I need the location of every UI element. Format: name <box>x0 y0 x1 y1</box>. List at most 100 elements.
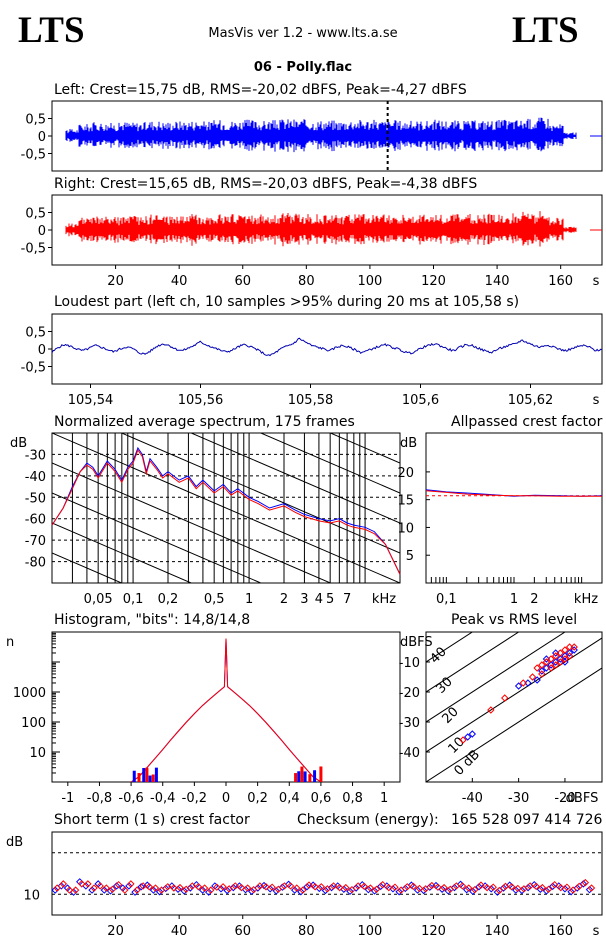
short-term-crest-point <box>198 886 207 894</box>
short-term-crest-point <box>489 883 497 891</box>
short-term-crest-xtick-label: 140 <box>485 924 510 939</box>
short-term-crest-point <box>327 883 336 892</box>
short-term-crest-point <box>520 885 528 893</box>
short-term-crest-point <box>299 886 307 894</box>
histogram-tail-bar <box>142 768 146 782</box>
peak-vs-rms-point <box>459 736 467 744</box>
short-term-crest-point <box>364 885 373 894</box>
peak-vs-rms-point <box>487 706 495 714</box>
short-term-crest-point <box>149 886 158 894</box>
histogram-yunit: n <box>6 635 14 650</box>
spectrum-series-0 <box>51 446 401 575</box>
short-term-crest-point <box>131 888 139 896</box>
short-term-crest-frame <box>51 831 603 916</box>
short-term-crest-point <box>452 882 461 890</box>
short-term-crest-xtick-label: 40 <box>171 924 188 939</box>
logo-right: LTS <box>512 10 579 51</box>
spectrum-frame <box>51 432 401 584</box>
short-term-crest-point <box>311 883 319 891</box>
short-term-crest-point <box>542 887 551 895</box>
allpassed-crest-series-1 <box>425 490 602 497</box>
short-term-crest-point <box>254 884 262 892</box>
short-term-crest-point <box>372 885 381 893</box>
short-term-crest-point <box>162 884 170 893</box>
short-term-crest-yunit: dB <box>6 835 23 850</box>
peak-vs-rms-point <box>570 646 578 654</box>
short-term-crest-point <box>121 886 129 894</box>
allpassed-crest-xtick-label: 0,1 <box>436 592 457 607</box>
short-term-crest-point <box>409 882 418 891</box>
short-term-crest-point <box>532 882 540 891</box>
loudest-part-xtick-label: 105,58 <box>288 393 334 408</box>
allpassed-crest-xunit: kHz <box>574 592 598 607</box>
short-term-crest-point <box>114 880 123 889</box>
loudest-part-ytick-label: -0,5 <box>21 361 46 376</box>
peak-vs-rms-point <box>538 661 546 669</box>
peak-vs-rms-title: Peak vs RMS level <box>451 612 578 628</box>
short-term-crest-point <box>170 884 178 892</box>
short-term-crest-point <box>378 880 387 889</box>
short-term-crest-point <box>469 887 477 896</box>
spectrum-slope-line <box>398 433 400 434</box>
peak-vs-rms-point <box>533 676 541 684</box>
peak-vs-rms-point <box>547 655 555 663</box>
loudest-part-xtick-label: 105,56 <box>178 393 224 408</box>
short-term-crest-point <box>223 886 231 895</box>
short-term-crest-point <box>471 885 479 894</box>
short-term-crest-point <box>434 883 442 891</box>
right-waveform-xunit: s <box>593 274 600 289</box>
short-term-crest-point <box>112 882 121 890</box>
allpassed-crest-title: Allpassed crest factor <box>451 414 603 430</box>
spectrum-slope-line <box>52 193 400 343</box>
short-term-crest-point <box>550 880 559 889</box>
spectrum-slopes <box>52 193 400 583</box>
short-term-crest-point <box>145 883 154 891</box>
peak-vs-rms-yunit: dBFS <box>400 635 433 650</box>
spectrum-slope-line <box>52 462 332 583</box>
short-term-crest-point <box>180 887 188 895</box>
short-term-crest-xtick-label: 20 <box>107 924 124 939</box>
spectrum-xtick-label: 3 <box>300 592 308 607</box>
short-term-crest-point <box>164 883 172 891</box>
short-term-crest-point <box>557 883 565 892</box>
short-term-crest-point <box>477 881 485 889</box>
short-term-crest-point <box>458 882 467 890</box>
spectrum-ytick-label: -60 <box>25 513 46 528</box>
peak-rms-diagonal-label: 30 <box>433 675 455 697</box>
histogram-tail-bar <box>294 773 298 782</box>
histogram-xtick-label: -0,2 <box>182 791 207 806</box>
short-term-crest-point <box>403 883 411 891</box>
short-term-crest-point <box>297 888 305 896</box>
allpassed-crest-yunit: dB <box>400 436 417 451</box>
spectrum-slope-line <box>52 492 263 583</box>
histogram-tail-bar <box>297 771 301 782</box>
right-waveform-ytick-label: 0,5 <box>25 207 46 222</box>
peak-vs-rms-xtick-label: -40 <box>462 791 483 806</box>
short-term-crest-title: Short term (1 s) crest factor <box>54 812 250 828</box>
short-term-crest-point <box>581 878 590 887</box>
short-term-crest-point <box>237 883 246 892</box>
short-term-crest-point <box>536 885 545 893</box>
short-term-crest-point <box>475 883 483 891</box>
short-term-crest-point <box>421 885 430 893</box>
short-term-crest-point <box>151 884 160 892</box>
right-waveform-xtick-label: 100 <box>358 274 383 289</box>
allpassed-crest-xtick-label: 2 <box>530 592 538 607</box>
histogram-xtick-label: 0,2 <box>247 791 268 806</box>
spectrum-series-1 <box>51 449 401 575</box>
right-waveform-xtick-label: 20 <box>107 274 124 289</box>
short-term-crest-point <box>354 882 362 890</box>
histogram-ytick-label: 1000 <box>13 686 46 701</box>
histogram-series-1 <box>130 638 322 783</box>
left-waveform-trace <box>65 117 577 153</box>
loudest-part-xtick-label: 105,6 <box>402 393 439 408</box>
short-term-crest-point <box>538 883 547 892</box>
short-term-crest-point <box>524 883 532 892</box>
allpassed-crest-ytick-label: 15 <box>397 494 414 509</box>
short-term-crest-point <box>231 882 239 890</box>
short-term-crest-point <box>272 887 280 895</box>
short-term-crest-xtick-label: 60 <box>234 924 251 939</box>
short-term-crest-point <box>348 885 356 894</box>
short-term-crest-point <box>155 888 164 896</box>
short-term-crest-point <box>360 882 368 891</box>
